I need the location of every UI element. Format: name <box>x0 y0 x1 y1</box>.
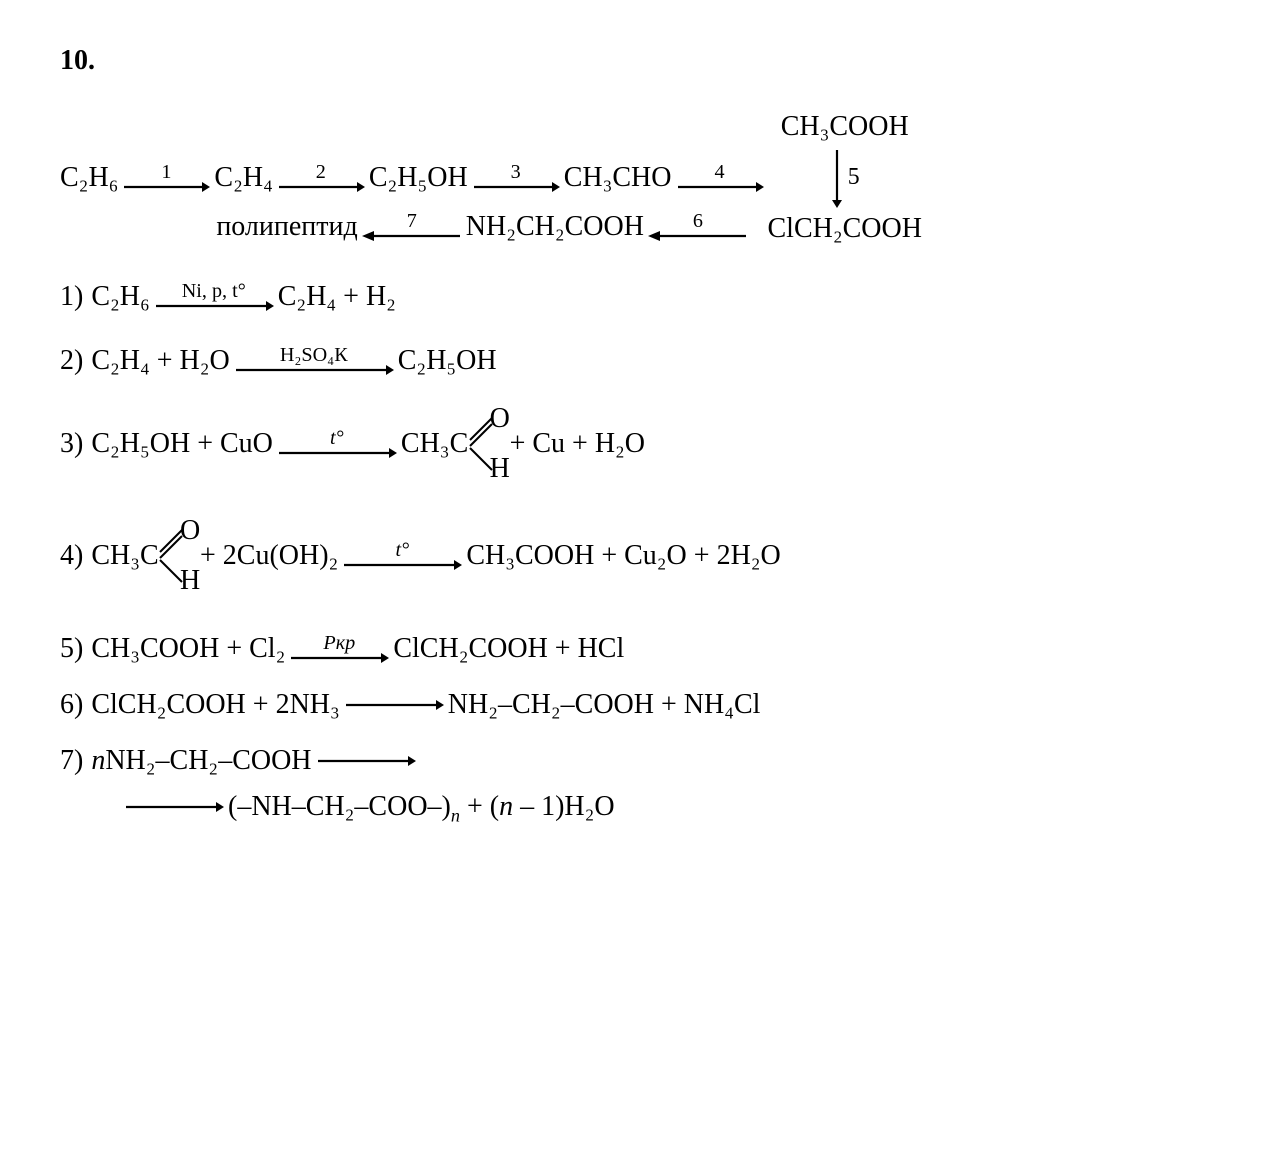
scheme-node: C₂H₆ <box>60 157 118 199</box>
equation-7-line1: 7) nnNH₂–CH₂–COOHNH₂–CH₂–COOH <box>60 740 1220 782</box>
arrow-icon <box>342 558 462 572</box>
eq-arrow: H₂SO₄К <box>234 345 394 376</box>
reaction-scheme: C₂H₆ 1 C₂H₄ 2 C₂H₅OH 3 <box>60 106 1220 248</box>
arrow-icon <box>289 651 389 665</box>
eq-arrow: Ni, p, t° <box>154 281 274 312</box>
scheme-arrow: 3 <box>472 162 560 193</box>
eq-lhs: CH₃COOH + Cl₂ <box>91 628 285 670</box>
eq-arrow: t° <box>277 428 397 459</box>
scheme-arrow-left: 7 <box>362 211 462 242</box>
eq-number: 2) <box>60 340 83 382</box>
scheme-node: CH₃COOH <box>781 106 909 148</box>
eq-number: 5) <box>60 628 83 670</box>
eq-lhs: C₂H₆ <box>91 276 149 318</box>
scheme-node: полипептид <box>216 206 357 248</box>
eq-number: 4) <box>60 535 83 577</box>
eq-rhs: C₂H₅OH <box>398 340 497 382</box>
eq-lhs: nnNH₂–CH₂–COOHNH₂–CH₂–COOH <box>91 740 311 782</box>
aldehyde-structure: CH₃ C O H <box>401 404 510 484</box>
aldehyde-structure: CH₃ C O H <box>91 516 200 596</box>
eq-arrow: Pкр <box>289 633 389 664</box>
eq-rhs: ClCH₂COOH + HCl <box>393 628 624 670</box>
equation-7-line2: (–NH–CH₂–COO–)n + (n – 1)H₂O <box>120 786 1220 828</box>
eq-number: 3) <box>60 423 83 465</box>
eq-lhs: C₂H₅OH + CuO <box>91 423 273 465</box>
equation-5: 5) CH₃COOH + Cl₂ Pкр ClCH₂COOH + HCl <box>60 628 1220 670</box>
arrow-icon <box>344 698 444 712</box>
scheme-node: C₂H₄ <box>214 157 272 199</box>
scheme-node: NH₂CH₂COOH <box>466 206 644 248</box>
arrow-icon <box>676 180 764 194</box>
eq-lhs: C₂H₄ + H₂O <box>91 340 229 382</box>
eq-number: 6) <box>60 684 83 726</box>
equation-1: 1) C₂H₆ Ni, p, t° C₂H₄ + H₂ <box>60 276 1220 318</box>
eq-rhs-tail: + Cu + H₂O <box>510 423 645 465</box>
scheme-arrow-down: 5 <box>830 148 860 208</box>
eq-arrow <box>124 800 224 814</box>
arrow-icon <box>277 180 365 194</box>
eq-number: 1) <box>60 276 83 318</box>
scheme-arrow: 2 <box>277 162 365 193</box>
scheme-arrow: 1 <box>122 162 210 193</box>
arrow-icon <box>154 299 274 313</box>
arrow-left-icon <box>362 229 462 243</box>
arrow-icon <box>122 180 210 194</box>
eq-rhs: CH₃COOH + Cu₂O + 2H₂O <box>466 535 780 577</box>
scheme-node: CH₃CHO <box>564 157 672 199</box>
eq-rhs: NH₂–CH₂–COOH + NH₄Cl <box>448 684 761 726</box>
equation-2: 2) C₂H₄ + H₂O H₂SO₄К C₂H₅OH <box>60 340 1220 382</box>
eq-arrow <box>316 754 416 768</box>
scheme-arrow: 4 <box>676 162 764 193</box>
eq-rhs: (–NH–CH₂–COO–)n + (n – 1)H₂O <box>228 786 615 828</box>
arrow-icon <box>472 180 560 194</box>
eq-rhs: C₂H₄ + H₂ <box>278 276 396 318</box>
equation-4: 4) CH₃ C O H + 2Cu(OH)₂ t° CH₃COOH + Cu₂… <box>60 516 1220 596</box>
eq-mid: + 2Cu(OH)₂ <box>200 535 338 577</box>
arrow-icon <box>316 754 416 768</box>
scheme-node: C₂H₅OH <box>369 157 468 199</box>
scheme-arrow-left: 6 <box>648 211 748 242</box>
eq-arrow: t° <box>342 540 462 571</box>
arrow-left-icon <box>648 229 748 243</box>
arrow-icon <box>277 446 397 460</box>
eq-arrow <box>344 698 444 712</box>
eq-lhs: ClCH₂COOH + 2NH₃ <box>91 684 339 726</box>
problem-number: 10. <box>60 40 1220 82</box>
eq-number: 7) <box>60 740 83 782</box>
equation-6: 6) ClCH₂COOH + 2NH₃ NH₂–CH₂–COOH + NH₄Cl <box>60 684 1220 726</box>
arrow-down-icon <box>830 148 844 208</box>
equation-3: 3) C₂H₅OH + CuO t° CH₃ C O H + Cu + H₂O <box>60 404 1220 484</box>
arrow-icon <box>124 800 224 814</box>
arrow-icon <box>234 363 394 377</box>
